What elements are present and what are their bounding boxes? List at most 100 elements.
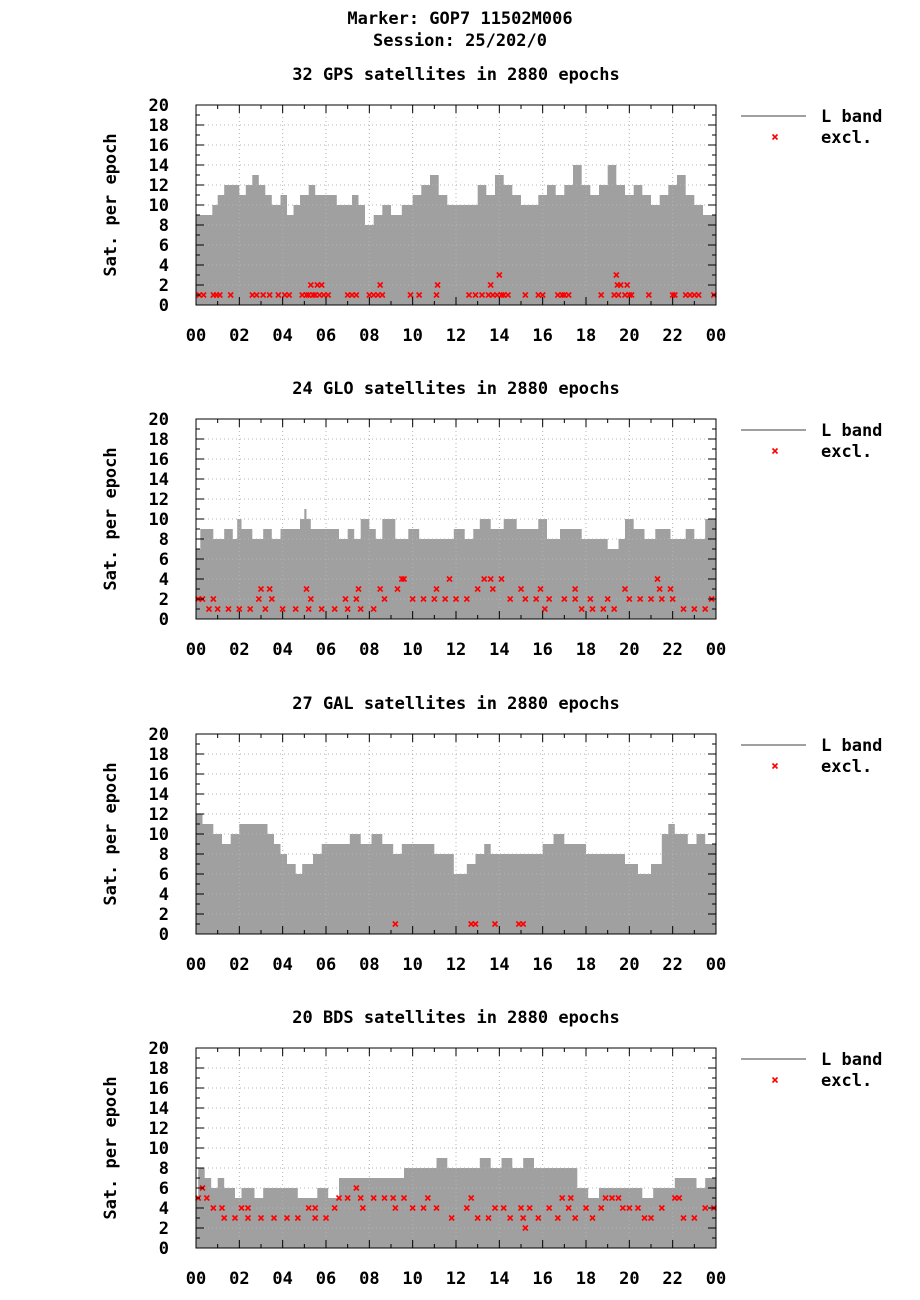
excluded-marker xyxy=(292,605,299,613)
excluded-marker xyxy=(231,1214,239,1222)
x-tick-label: 20 xyxy=(619,640,639,660)
excluded-marker xyxy=(645,291,652,299)
excluded-marker xyxy=(491,1204,499,1212)
excluded-marker xyxy=(517,585,525,593)
y-tick-label: 10 xyxy=(149,1139,169,1159)
y-tick-label: 12 xyxy=(149,1119,169,1139)
x-tick-label: 12 xyxy=(446,955,466,975)
excluded-marker xyxy=(275,291,282,299)
excluded-marker xyxy=(526,1204,533,1212)
x-tick-label: 00 xyxy=(706,955,726,975)
excluded-marker xyxy=(546,595,553,603)
x-tick-label: 10 xyxy=(402,955,422,975)
excluded-marker xyxy=(626,1204,633,1212)
chart-title: 27 GAL satellites in 2880 epochs xyxy=(292,694,620,714)
excluded-marker xyxy=(626,291,633,299)
excluded-marker xyxy=(546,1204,553,1212)
y-tick-label: 6 xyxy=(159,236,169,256)
excluded-marker xyxy=(253,291,260,299)
legend-label-excluded: excl. xyxy=(821,1071,872,1091)
excluded-marker xyxy=(210,595,217,603)
excluded-marker xyxy=(500,1204,507,1212)
y-tick-label: 8 xyxy=(159,1159,169,1179)
x-tick-label: 22 xyxy=(662,640,682,660)
excluded-marker xyxy=(600,605,607,613)
excluded-marker xyxy=(485,1214,492,1222)
excluded-marker xyxy=(572,585,579,593)
excluded-marker xyxy=(541,605,548,613)
y-axis-label: Sat. per epoch xyxy=(101,762,121,905)
x-tick-label: 06 xyxy=(316,1269,336,1289)
excluded-marker xyxy=(312,1214,319,1222)
y-tick-label: 0 xyxy=(159,296,169,316)
y-tick-label: 0 xyxy=(159,610,169,630)
y-tick-label: 10 xyxy=(149,196,169,216)
excluded-marker xyxy=(626,595,633,603)
y-tick-label: 10 xyxy=(149,825,169,845)
chart-title: 24 GLO satellites in 2880 epochs xyxy=(292,379,620,399)
y-tick-label: 8 xyxy=(159,530,169,550)
x-tick-label: 18 xyxy=(576,1269,596,1289)
x-tick-label: 00 xyxy=(706,326,726,346)
excluded-marker xyxy=(522,595,529,603)
excluded-marker xyxy=(463,595,470,603)
excluded-marker xyxy=(658,1204,665,1212)
y-tick-label: 8 xyxy=(159,845,169,865)
excluded-marker xyxy=(214,605,221,613)
excluded-marker xyxy=(634,1204,642,1212)
x-tick-label: 18 xyxy=(576,326,596,346)
y-tick-label: 2 xyxy=(159,905,169,925)
excluded-marker xyxy=(446,575,453,583)
legend-marker-swatch xyxy=(771,1076,779,1084)
y-tick-label: 8 xyxy=(159,216,169,236)
x-tick-label: 00 xyxy=(706,1269,726,1289)
excluded-marker xyxy=(465,291,473,299)
excluded-marker xyxy=(305,605,312,613)
excluded-marker xyxy=(647,1214,655,1222)
excluded-marker xyxy=(303,585,310,593)
excluded-marker xyxy=(221,1214,228,1222)
excluded-marker xyxy=(637,595,644,603)
excluded-marker xyxy=(617,281,624,289)
excluded-marker xyxy=(309,291,317,299)
excluded-marker xyxy=(676,1194,683,1202)
y-tick-label: 6 xyxy=(159,865,169,885)
excluded-marker xyxy=(691,605,698,613)
x-tick-label: 14 xyxy=(489,640,509,660)
legend-label-l-band: L band xyxy=(821,421,882,441)
legend-marker-swatch xyxy=(771,133,779,141)
x-tick-label: 06 xyxy=(316,326,336,346)
excluded-marker xyxy=(520,1214,527,1222)
x-tick-label: 04 xyxy=(272,326,292,346)
legend-marker-swatch xyxy=(771,762,779,770)
excluded-marker xyxy=(377,585,384,593)
x-tick-label: 04 xyxy=(272,955,292,975)
excluded-marker xyxy=(517,1204,525,1212)
legend-label-excluded: excl. xyxy=(821,128,872,148)
excluded-marker xyxy=(615,1194,622,1202)
y-tick-label: 18 xyxy=(149,1059,169,1079)
excluded-marker xyxy=(487,281,494,289)
y-tick-label: 4 xyxy=(159,885,169,905)
excluded-marker xyxy=(598,291,605,299)
y-tick-label: 14 xyxy=(149,1099,169,1119)
y-tick-label: 12 xyxy=(149,176,169,196)
legend-label-l-band: L band xyxy=(821,1050,882,1070)
y-tick-label: 18 xyxy=(149,745,169,765)
excluded-marker xyxy=(452,595,460,603)
excluded-marker xyxy=(370,605,377,613)
excluded-marker xyxy=(357,1194,364,1202)
excluded-marker xyxy=(561,595,568,603)
excluded-marker xyxy=(398,575,405,583)
excluded-marker xyxy=(244,1204,252,1212)
excluded-marker xyxy=(331,1204,338,1212)
excluded-marker xyxy=(225,605,232,613)
excluded-marker xyxy=(394,585,401,593)
excluded-marker xyxy=(611,605,618,613)
excluded-marker xyxy=(647,595,655,603)
excluded-marker xyxy=(667,585,674,593)
excluded-marker xyxy=(559,1194,566,1202)
y-tick-label: 2 xyxy=(159,590,169,610)
